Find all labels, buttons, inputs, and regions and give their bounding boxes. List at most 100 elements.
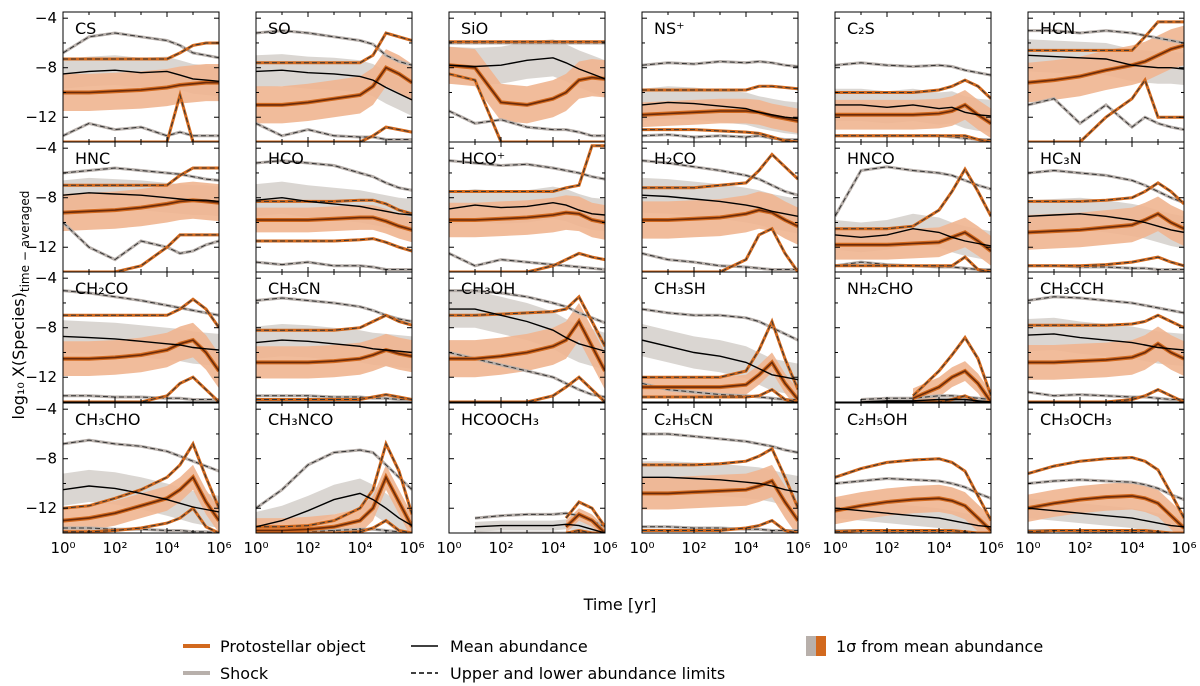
shock-lower-limit: [63, 394, 219, 401]
y-tick-label: −8: [35, 189, 57, 207]
x-tick-label: 10⁰: [50, 539, 75, 557]
panel-11: HC₃N: [1027, 141, 1185, 273]
panel-19: CH₃NCO 10⁰ 10² 10⁴ 10⁶: [243, 402, 425, 557]
shock-upper-limit-dash: [63, 167, 219, 181]
shock-mean-line: [474, 523, 605, 533]
species-label: HCO: [268, 149, 304, 168]
protostar-upper-limit-dash: [63, 42, 219, 60]
protostar-sigma-band: [256, 464, 412, 533]
protostar-upper-limit-dash: [835, 458, 991, 521]
species-label: NS⁺: [654, 19, 685, 38]
y-tick-label: −4: [35, 400, 57, 418]
legend-sigma-label: 1σ from mean abundance: [836, 637, 1043, 656]
protostar-lower-limit-dash: [1028, 256, 1184, 267]
panel-4: C₂S: [834, 11, 992, 143]
shock-upper-limit-dash: [449, 290, 605, 324]
panel-2: SiO: [448, 11, 606, 143]
shock-mean-line: [256, 492, 412, 528]
shock-mean-line: [449, 308, 605, 352]
panel-plot-area: [63, 166, 219, 272]
shock-upper-limit-dash: [642, 160, 798, 196]
shock-mean-line: [449, 57, 605, 80]
shock-mean-line: [449, 201, 605, 216]
protostar-lower-limit-dash: [63, 376, 219, 402]
x-tick-label: 10⁰: [243, 539, 268, 557]
panel-22: C₂H₅OH 10⁰ 10² 10⁴ 10⁶: [822, 402, 1004, 557]
protostar-sigma-band: [449, 303, 605, 390]
legend-sigma-proto-swatch: [816, 636, 826, 656]
species-label: CH₃NCO: [268, 410, 333, 429]
shock-upper-limit-dash: [256, 30, 412, 66]
protostar-lower-limit-dash: [449, 376, 605, 402]
panel-plot-area: [860, 334, 991, 402]
panel-13: CH₃CN: [255, 271, 413, 403]
shock-lower-limit: [642, 251, 798, 271]
panel-14: CH₃OH: [448, 271, 606, 403]
protostar-sigma-band: [1028, 25, 1184, 103]
y-axis-label: log₁₀ X(Species)time − averaged: [9, 191, 32, 420]
y-axis-label-subscript: time − averaged: [18, 191, 32, 293]
protostar-sigma-band: [1028, 482, 1184, 533]
panel-plot-area: [835, 457, 991, 533]
protostar-upper-limit-dash: [449, 295, 605, 347]
shock-upper-limit-dash: [63, 439, 219, 472]
shock-upper-limit-dash: [835, 62, 991, 76]
x-tick-label: 10⁶: [399, 539, 424, 557]
y-tick-label: −12: [25, 499, 57, 517]
species-label: NH₂CHO: [847, 279, 913, 298]
protostar-lower-limit-dash: [449, 73, 605, 142]
species-label: SiO: [461, 19, 488, 38]
legend-sigma-shock-swatch: [806, 636, 816, 656]
species-label: HCOOCH₃: [461, 410, 539, 429]
protostar-lower-limit: [63, 233, 219, 272]
shock-lower-limit: [1028, 390, 1184, 401]
shock-upper-limit-dash: [1028, 30, 1184, 44]
protostar-lower-limit-dash: [642, 228, 798, 272]
protostar-upper-limit-dash: [256, 314, 412, 331]
panel-10: HNCO: [834, 141, 992, 273]
shock-upper-limit: [1028, 295, 1184, 315]
shock-mean-line: [63, 335, 219, 351]
shock-lower-limit: [256, 260, 412, 271]
shock-upper-limit: [642, 59, 798, 68]
protostar-lower-limit: [913, 394, 991, 402]
shock-upper-limit-dash: [256, 160, 412, 191]
shock-mean-line: [642, 101, 798, 120]
species-label: HCO⁺: [461, 149, 505, 168]
protostar-mean-line: [449, 64, 605, 106]
x-tick-label: 10⁰: [1015, 539, 1040, 557]
x-tick-label: 10²: [874, 539, 899, 557]
panel-plot-area: [835, 165, 991, 272]
protostar-mean-line: [256, 66, 412, 106]
x-tick-label: 10⁶: [206, 539, 231, 557]
protostar-mean-line: [835, 231, 991, 252]
panel-7: HCO: [255, 141, 413, 273]
shock-lower-limit-dash: [63, 122, 219, 137]
panel-plot-area: [63, 438, 219, 533]
shock-upper-limit-dash: [449, 160, 605, 180]
species-label: CH₃CHO: [75, 410, 140, 429]
x-tick-label: 10⁴: [1119, 539, 1144, 557]
panel-0: CS −4 −8 −12: [25, 9, 220, 143]
y-tick-label: −4: [35, 269, 57, 287]
protostar-mean-line: [63, 81, 219, 94]
x-tick-label: 10⁴: [347, 539, 372, 557]
shock-mean-line: [642, 339, 798, 381]
protostar-upper-limit-dash: [256, 32, 412, 64]
species-label: C₂H₅OH: [847, 410, 908, 429]
protostar-mean-line: [63, 475, 219, 522]
panel-plot-area: [256, 439, 412, 533]
panel-plot-area: [449, 144, 605, 272]
panel-plot-area: [1028, 20, 1184, 142]
protostar-upper-limit-dash: [1028, 21, 1184, 51]
panel-18: CH₃CHO −4 −8 −12 10⁰ 10² 10⁴ 10⁶: [25, 400, 231, 557]
protostar-lower-limit-dash: [449, 252, 605, 272]
shock-mean-line: [642, 194, 798, 217]
protostar-mean-line: [1028, 342, 1184, 364]
protostar-sigma-band: [1028, 196, 1184, 250]
protostar-mean-line: [642, 480, 798, 522]
panel-20: HCOOCH₃ 10⁰ 10² 10⁴ 10⁶: [436, 402, 618, 557]
shock-upper-limit-dash: [642, 60, 798, 67]
protostar-sigma-band: [449, 46, 605, 124]
